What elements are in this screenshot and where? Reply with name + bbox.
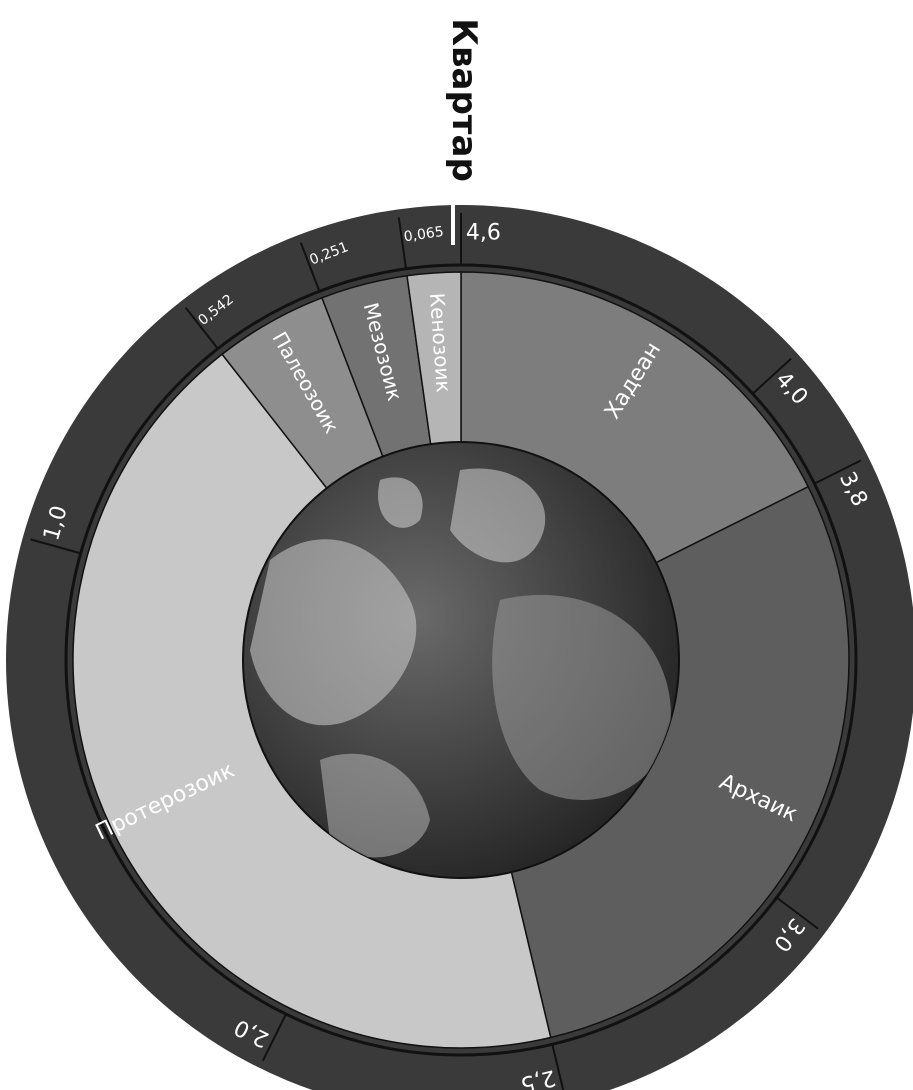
quaternary-title: Квартар: [444, 18, 484, 182]
tick-label: 4,6: [466, 221, 501, 246]
earth-globe-icon: [243, 442, 679, 878]
